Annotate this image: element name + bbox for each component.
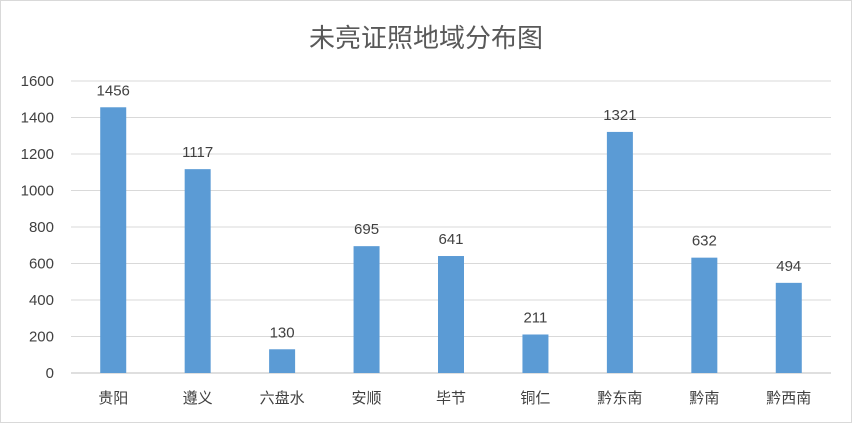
y-tick-label: 0 <box>46 365 54 382</box>
data-label: 494 <box>776 258 801 275</box>
y-tick-label: 800 <box>29 219 54 236</box>
x-category-label: 黔东南 <box>597 389 642 407</box>
bar <box>522 334 549 373</box>
x-category-label: 黔南 <box>689 389 719 407</box>
y-tick-label: 400 <box>29 292 54 309</box>
y-tick-label: 1000 <box>21 183 54 200</box>
data-label: 130 <box>270 324 295 341</box>
x-category-label: 铜仁 <box>520 389 550 407</box>
bar <box>606 131 633 373</box>
y-tick-label: 200 <box>29 329 54 346</box>
y-tick-label: 1400 <box>21 110 54 127</box>
data-label: 211 <box>523 309 547 326</box>
bar <box>353 246 380 373</box>
bars <box>100 107 802 373</box>
data-label: 1456 <box>97 82 130 99</box>
data-labels: 1456 1117 130 695 641 211 1321 632 494 <box>97 82 802 341</box>
x-category-label: 遵义 <box>183 389 213 407</box>
bar <box>100 107 127 373</box>
data-label: 695 <box>354 221 379 238</box>
y-tick-label: 1200 <box>21 146 54 163</box>
y-tick-label: 1600 <box>21 73 54 90</box>
data-label: 632 <box>692 233 717 250</box>
x-category-label: 贵阳 <box>98 389 128 407</box>
x-category-label: 毕节 <box>436 389 466 407</box>
bar <box>691 257 718 373</box>
y-axis-ticks: 0 200 400 600 800 1000 1200 1400 1600 <box>21 73 54 382</box>
bar <box>775 282 802 373</box>
x-axis-categories: 贵阳 遵义 六盘水 安顺 毕节 铜仁 黔东南 黔南 黔西南 <box>98 389 811 407</box>
data-label: 1321 <box>603 107 636 124</box>
data-label: 1117 <box>182 144 213 161</box>
bar <box>269 349 296 373</box>
x-category-label: 安顺 <box>352 389 382 407</box>
chart-title: 未亮证照地域分布图 <box>309 24 543 54</box>
y-tick-label: 600 <box>29 256 54 273</box>
bar <box>184 169 211 373</box>
data-label: 641 <box>438 231 463 248</box>
bar <box>438 256 464 373</box>
x-category-label: 六盘水 <box>260 389 305 407</box>
x-category-label: 黔西南 <box>766 389 811 407</box>
